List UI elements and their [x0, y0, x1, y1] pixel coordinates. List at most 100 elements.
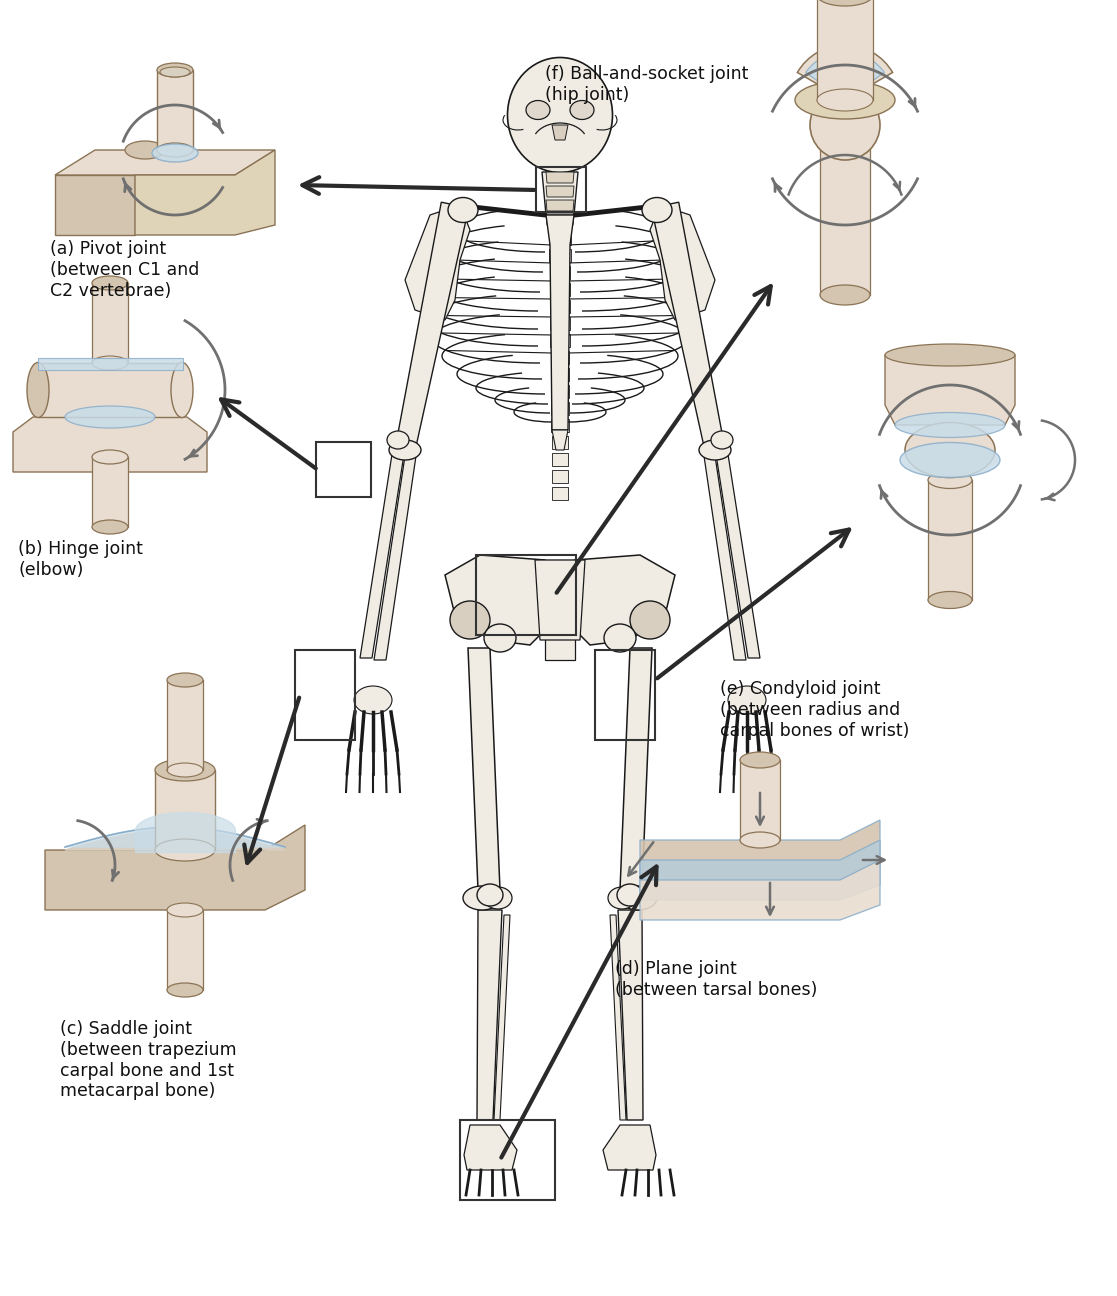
- Bar: [168, 680, 203, 770]
- Ellipse shape: [386, 432, 409, 448]
- Polygon shape: [550, 232, 571, 245]
- Polygon shape: [552, 435, 569, 448]
- Ellipse shape: [604, 623, 636, 652]
- Polygon shape: [552, 454, 569, 467]
- Ellipse shape: [448, 197, 478, 223]
- Ellipse shape: [171, 363, 193, 417]
- Polygon shape: [55, 175, 135, 235]
- Wedge shape: [805, 52, 885, 100]
- Bar: [476, 555, 576, 635]
- Polygon shape: [45, 826, 305, 910]
- Ellipse shape: [92, 356, 128, 369]
- Polygon shape: [55, 150, 275, 175]
- Bar: [38, 363, 183, 419]
- Polygon shape: [552, 487, 567, 500]
- Polygon shape: [550, 299, 570, 314]
- Ellipse shape: [168, 903, 203, 918]
- Ellipse shape: [608, 886, 636, 908]
- Bar: [460, 1120, 555, 1200]
- Polygon shape: [552, 430, 569, 450]
- Polygon shape: [155, 770, 214, 850]
- Ellipse shape: [389, 441, 421, 460]
- Ellipse shape: [928, 472, 972, 489]
- Polygon shape: [551, 368, 570, 381]
- Ellipse shape: [810, 89, 880, 159]
- Polygon shape: [477, 910, 502, 1120]
- Polygon shape: [65, 827, 285, 848]
- Ellipse shape: [464, 886, 502, 910]
- Polygon shape: [374, 456, 416, 660]
- Bar: [928, 480, 972, 600]
- Ellipse shape: [617, 884, 643, 906]
- Bar: [92, 283, 128, 363]
- Ellipse shape: [450, 601, 490, 639]
- Polygon shape: [546, 172, 574, 183]
- Ellipse shape: [630, 601, 670, 639]
- Ellipse shape: [507, 57, 612, 172]
- Text: (f) Ball-and-socket joint
(hip joint): (f) Ball-and-socket joint (hip joint): [545, 65, 748, 104]
- Bar: [38, 358, 183, 369]
- Polygon shape: [360, 448, 405, 658]
- Ellipse shape: [157, 64, 193, 76]
- Polygon shape: [548, 215, 571, 228]
- Polygon shape: [546, 187, 574, 197]
- Ellipse shape: [168, 673, 203, 687]
- Ellipse shape: [92, 520, 128, 534]
- Ellipse shape: [885, 343, 1015, 365]
- Ellipse shape: [27, 363, 49, 417]
- Ellipse shape: [817, 0, 873, 6]
- Polygon shape: [550, 266, 571, 279]
- Bar: [817, 0, 873, 100]
- Bar: [536, 167, 586, 213]
- Ellipse shape: [619, 886, 657, 910]
- Ellipse shape: [354, 686, 392, 714]
- Polygon shape: [552, 470, 569, 483]
- Bar: [168, 910, 203, 990]
- Ellipse shape: [739, 752, 780, 769]
- Polygon shape: [715, 448, 760, 658]
- Polygon shape: [550, 249, 571, 262]
- Polygon shape: [552, 419, 569, 432]
- Ellipse shape: [484, 623, 516, 652]
- Bar: [739, 759, 780, 840]
- Bar: [92, 457, 128, 527]
- Polygon shape: [610, 915, 626, 1120]
- Polygon shape: [135, 150, 275, 235]
- Polygon shape: [468, 648, 500, 890]
- Polygon shape: [551, 334, 570, 347]
- Polygon shape: [494, 915, 510, 1120]
- Ellipse shape: [895, 412, 1005, 438]
- Ellipse shape: [125, 141, 165, 159]
- Polygon shape: [650, 205, 715, 320]
- Polygon shape: [545, 560, 575, 660]
- Polygon shape: [640, 840, 880, 899]
- Polygon shape: [445, 555, 545, 645]
- Ellipse shape: [642, 197, 672, 223]
- Bar: [295, 651, 355, 740]
- Polygon shape: [546, 200, 574, 211]
- Bar: [316, 442, 371, 496]
- Polygon shape: [551, 351, 570, 364]
- Polygon shape: [885, 355, 1015, 425]
- Polygon shape: [640, 861, 880, 920]
- Polygon shape: [546, 214, 574, 226]
- Polygon shape: [13, 417, 207, 472]
- Polygon shape: [464, 1125, 517, 1170]
- Bar: [820, 145, 870, 295]
- Polygon shape: [620, 648, 652, 890]
- Polygon shape: [550, 283, 570, 295]
- Ellipse shape: [168, 982, 203, 997]
- Polygon shape: [395, 202, 469, 452]
- Polygon shape: [603, 1125, 656, 1170]
- Ellipse shape: [699, 441, 731, 460]
- Ellipse shape: [152, 144, 198, 162]
- Ellipse shape: [712, 432, 733, 448]
- Polygon shape: [546, 215, 574, 430]
- Ellipse shape: [160, 67, 190, 76]
- Ellipse shape: [92, 450, 128, 464]
- Text: (a) Pivot joint
(between C1 and
C2 vertebrae): (a) Pivot joint (between C1 and C2 verte…: [50, 240, 199, 299]
- Ellipse shape: [155, 839, 214, 861]
- Ellipse shape: [739, 832, 780, 848]
- Text: (b) Hinge joint
(elbow): (b) Hinge joint (elbow): [18, 540, 143, 579]
- Text: (d) Plane joint
(between tarsal bones): (d) Plane joint (between tarsal bones): [615, 960, 818, 999]
